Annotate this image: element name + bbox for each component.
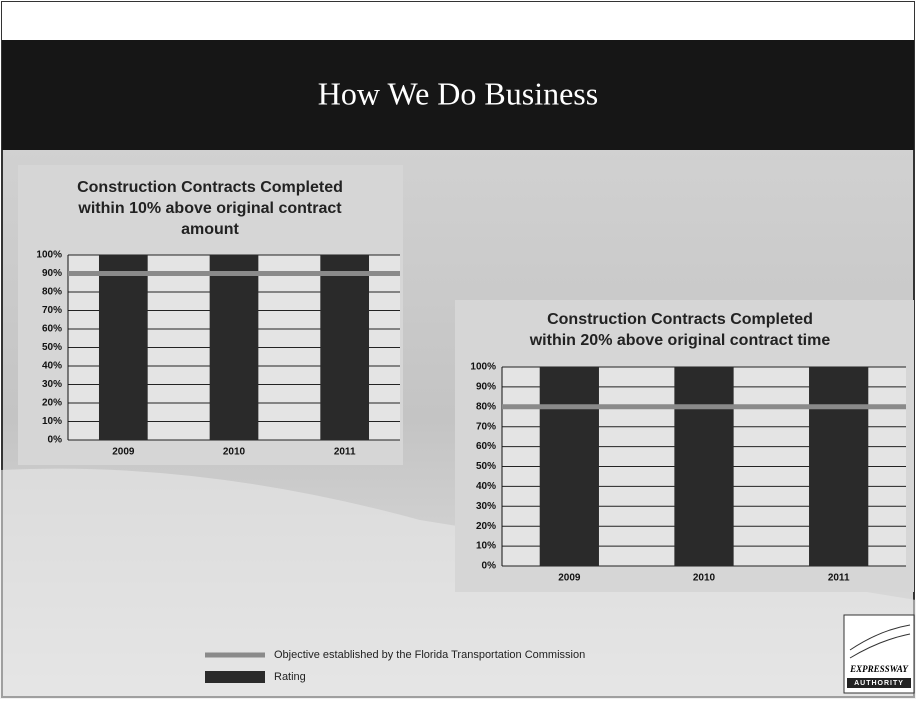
- x-tick-label: 2011: [334, 447, 356, 458]
- x-tick-label: 2009: [112, 447, 135, 458]
- legend-label: Rating: [274, 671, 306, 683]
- y-tick-label: 90%: [42, 268, 62, 279]
- logo-swoosh: [849, 624, 911, 659]
- y-tick-label: 70%: [42, 305, 62, 316]
- bar: [98, 255, 148, 440]
- chart: Construction Contracts Completed within 2…: [455, 300, 914, 592]
- bar: [209, 255, 259, 440]
- y-tick-label: 50%: [476, 461, 496, 472]
- y-tick-label: 50%: [42, 342, 62, 353]
- chart-title: Construction Contracts Completed within 1…: [77, 179, 343, 238]
- y-tick-label: 40%: [476, 481, 496, 492]
- y-tick-label: 80%: [476, 401, 496, 412]
- y-tick-label: 70%: [476, 421, 496, 432]
- chart: Construction Contracts Completed within 1…: [18, 165, 403, 465]
- x-tick-label: 2010: [223, 447, 246, 458]
- legend-label: Objective established by the Florida Tra…: [274, 649, 585, 661]
- y-tick-label: 80%: [42, 287, 62, 298]
- logo-line1: EXPRESSWAY: [849, 664, 909, 674]
- y-tick-label: 40%: [42, 361, 62, 372]
- logo-line2: AUTHORITY: [854, 680, 904, 687]
- y-tick-label: 60%: [42, 324, 62, 335]
- bar: [809, 367, 869, 566]
- x-tick-label: 2011: [828, 573, 850, 584]
- y-tick-label: 30%: [476, 501, 496, 512]
- y-tick-label: 60%: [476, 441, 496, 452]
- y-tick-label: 20%: [42, 398, 62, 409]
- chart-title: Construction Contracts Completed within 2…: [529, 311, 831, 349]
- logo: EXPRESSWAY AUTHORITY: [843, 614, 915, 694]
- x-tick-label: 2009: [558, 573, 581, 584]
- bar: [539, 367, 599, 566]
- legend-swatch: [205, 671, 265, 683]
- y-tick-label: 20%: [476, 521, 496, 532]
- y-tick-label: 10%: [476, 541, 496, 552]
- y-tick-label: 0%: [48, 435, 63, 446]
- y-tick-label: 30%: [42, 379, 62, 390]
- y-tick-label: 100%: [470, 362, 496, 373]
- x-tick-label: 2010: [693, 573, 716, 584]
- y-tick-label: 90%: [476, 382, 496, 393]
- top-strip: [2, 2, 914, 40]
- logo-bar: [847, 678, 911, 688]
- bar: [674, 367, 734, 566]
- y-tick-label: 100%: [36, 250, 62, 261]
- y-tick-label: 10%: [42, 416, 62, 427]
- slide-title: How We Do Business: [318, 75, 598, 111]
- y-tick-label: 0%: [482, 561, 497, 572]
- header-band: [2, 40, 914, 150]
- bar: [320, 255, 370, 440]
